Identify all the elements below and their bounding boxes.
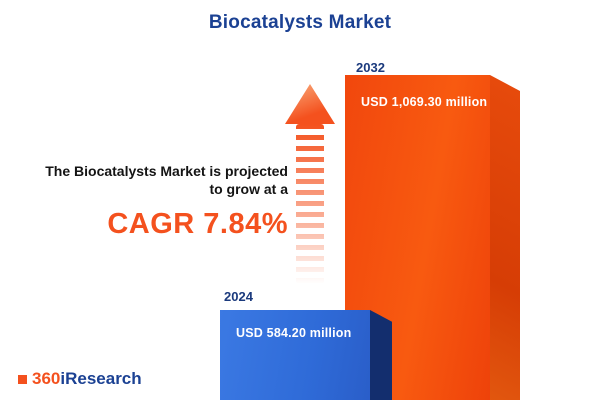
value-label-2024: USD 584.20 million bbox=[236, 326, 352, 340]
cagr-text: CAGR 7.84% bbox=[107, 208, 288, 241]
bar-2024-side bbox=[370, 310, 392, 400]
logo-prefix: 360 bbox=[32, 369, 61, 388]
bar-2032-side bbox=[490, 75, 520, 400]
value-label-2032: USD 1,069.30 million bbox=[361, 95, 488, 109]
growth-arrow-shaft-icon bbox=[296, 124, 324, 284]
logo-suffix: iResearch bbox=[60, 369, 142, 388]
annotation-block: The Biocatalysts Market is projected to … bbox=[0, 162, 288, 244]
year-label-2032: 2032 bbox=[356, 60, 385, 75]
year-label-2024: 2024 bbox=[224, 289, 253, 304]
logo-square-icon bbox=[18, 374, 27, 384]
annotation-line2: to grow at a bbox=[209, 181, 288, 198]
annotation-line1: The Biocatalysts Market is projected bbox=[45, 163, 288, 179]
growth-arrow-head-icon bbox=[285, 84, 335, 124]
chart-title: Biocatalysts Market bbox=[208, 12, 392, 33]
bar-2024 bbox=[220, 310, 370, 400]
logo: 360 iResearch bbox=[18, 369, 142, 389]
